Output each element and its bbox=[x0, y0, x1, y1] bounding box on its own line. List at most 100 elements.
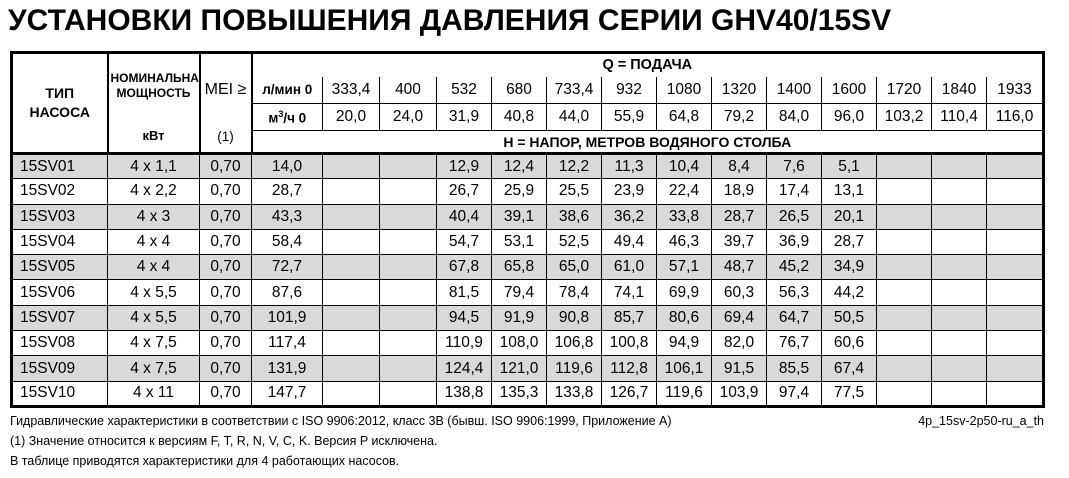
pump-type-cell: 15SV09 bbox=[11, 355, 108, 382]
head-value-cell: 147,7 bbox=[251, 380, 323, 407]
pump-power-cell: 4 x 7,5 bbox=[107, 330, 200, 357]
head-value-cell bbox=[322, 304, 380, 332]
pump-row: 15SV03 4 x 3 0,70 43,3 40,4 39,1 38,6 36,2 33,8 2… bbox=[11, 203, 1045, 230]
head-value-cell: 12,9 bbox=[436, 152, 492, 180]
head-value-cell bbox=[931, 355, 987, 382]
pump-mei-cell: 0,70 bbox=[199, 355, 252, 382]
nominal-power-label: НОМИНАЛЬНАЯ МОЩНОСТЬ bbox=[110, 71, 200, 100]
power-unit-label: кВт bbox=[142, 128, 165, 143]
note-hydraulic: Гидравлические характеристики в соответс… bbox=[10, 413, 672, 428]
pump-type-cell: 15SV01 bbox=[11, 152, 108, 180]
pump-mei-cell: 0,70 bbox=[199, 279, 252, 306]
pump-row: 15SV09 4 x 7,5 0,70 131,9 124,4 121,0 119,6 112… bbox=[11, 355, 1045, 382]
head-value-cell: 34,9 bbox=[821, 254, 877, 281]
head-value-cell: 52,5 bbox=[546, 228, 602, 256]
head-value-cell bbox=[379, 380, 437, 407]
head-value-cell bbox=[322, 178, 380, 205]
head-value-cell: 131,9 bbox=[251, 355, 323, 382]
flow-lmin-header-cell: 333,4 bbox=[322, 76, 380, 104]
head-value-cell: 77,5 bbox=[821, 380, 877, 407]
note-working-pumps: В таблице приводятся характеристики для … bbox=[10, 453, 400, 468]
head-value-cell: 79,4 bbox=[491, 279, 547, 306]
q-flow-header: Q = ПОДАЧА bbox=[250, 52, 1045, 77]
pump-type-cell: 15SV05 bbox=[11, 254, 108, 281]
pump-mei-cell: 0,70 bbox=[199, 203, 252, 230]
pump-row: 15SV05 4 x 4 0,70 72,7 67,8 65,8 65,0 61,0 57,1 4… bbox=[11, 254, 1045, 281]
head-value-cell: 67,4 bbox=[821, 355, 877, 382]
header-row-lmin: л/мин 0 333,4 400 532 680 733,4 932 1080 1320 14… bbox=[12, 76, 1045, 104]
head-value-cell: 78,4 bbox=[546, 279, 602, 306]
head-value-cell: 36,9 bbox=[766, 228, 822, 256]
head-value-cell bbox=[985, 203, 1045, 230]
pump-row: 15SV06 4 x 5,5 0,70 87,6 81,5 79,4 78,4 74,1 69,… bbox=[11, 279, 1045, 306]
pump-mei-cell: 0,70 bbox=[199, 330, 252, 357]
head-value-cell: 36,2 bbox=[601, 203, 657, 230]
pump-type-cell: 15SV06 bbox=[11, 279, 108, 306]
flow-lmin-header-cell: 680 bbox=[491, 76, 547, 104]
head-value-cell bbox=[322, 330, 380, 357]
head-value-cell bbox=[379, 254, 437, 281]
pump-power-cell: 4 x 5,5 bbox=[107, 304, 200, 332]
flow-m3h-header-cell: 20,0 bbox=[322, 103, 380, 131]
head-value-cell: 69,4 bbox=[711, 304, 767, 332]
head-value-cell bbox=[985, 279, 1045, 306]
head-value-cell: 85,5 bbox=[766, 355, 822, 382]
head-value-cell: 22,4 bbox=[656, 178, 712, 205]
head-value-cell: 61,0 bbox=[601, 254, 657, 281]
head-value-cell: 112,8 bbox=[601, 355, 657, 382]
head-value-cell bbox=[985, 178, 1045, 205]
head-value-cell bbox=[322, 228, 380, 256]
head-value-cell: 13,1 bbox=[821, 178, 877, 205]
flow-m3h-header-cell: 44,0 bbox=[546, 103, 602, 131]
head-value-cell: 64,7 bbox=[766, 304, 822, 332]
head-value-cell: 12,2 bbox=[546, 152, 602, 180]
head-value-cell: 117,4 bbox=[251, 330, 323, 357]
head-value-cell: 49,4 bbox=[601, 228, 657, 256]
flow-lmin-header-cell: 1840 bbox=[931, 76, 987, 104]
pump-mei-cell: 0,70 bbox=[199, 380, 252, 407]
head-value-cell: 60,3 bbox=[711, 279, 767, 306]
head-value-cell: 28,7 bbox=[251, 178, 323, 205]
head-value-cell bbox=[985, 228, 1045, 256]
flow-m3h-header-cell: 79,2 bbox=[711, 103, 767, 131]
pump-row: 15SV02 4 x 2,2 0,70 28,7 26,7 25,9 25,5 23,9 22,… bbox=[11, 178, 1045, 205]
pump-mei-cell: 0,70 bbox=[199, 178, 252, 205]
head-value-cell bbox=[985, 355, 1045, 382]
head-value-cell bbox=[931, 203, 987, 230]
head-value-cell: 54,7 bbox=[436, 228, 492, 256]
head-value-cell: 67,8 bbox=[436, 254, 492, 281]
flow-lmin-header-cell: 1080 bbox=[656, 76, 712, 104]
flow-m3h-header-cell: 55,9 bbox=[601, 103, 657, 131]
header-row-q: ТИП НАСОСА НОМИНАЛЬНАЯ МОЩНОСТЬ кВт MEI … bbox=[11, 52, 1045, 155]
head-value-cell bbox=[876, 203, 932, 230]
m3h-suffix: /ч 0 bbox=[283, 110, 307, 126]
footer-notes: Гидравлические характеристики в соответс… bbox=[10, 411, 1044, 471]
head-value-cell bbox=[379, 330, 437, 357]
pump-type-cell: 15SV02 bbox=[11, 178, 108, 205]
head-value-cell: 135,3 bbox=[491, 380, 547, 407]
pump-type-cell: 15SV07 bbox=[11, 304, 108, 332]
pump-row: 15SV04 4 x 4 0,70 58,4 54,7 53,1 52,5 49,4 46,3 3… bbox=[11, 228, 1045, 256]
flow-lmin-header-cell: 733,4 bbox=[546, 76, 602, 104]
head-value-cell: 33,8 bbox=[656, 203, 712, 230]
head-value-cell bbox=[876, 304, 932, 332]
head-value-cell: 25,5 bbox=[546, 178, 602, 205]
page-title: УСТАНОВКИ ПОВЫШЕНИЯ ДАВЛЕНИЯ СЕРИИ GHV40… bbox=[8, 4, 892, 37]
flow-lmin-header-cell: 932 bbox=[601, 76, 657, 104]
head-value-cell: 138,8 bbox=[436, 380, 492, 407]
head-value-cell bbox=[876, 178, 932, 205]
head-value-cell bbox=[322, 279, 380, 306]
head-value-cell bbox=[322, 254, 380, 281]
head-value-cell: 124,4 bbox=[436, 355, 492, 382]
head-value-cell: 91,5 bbox=[711, 355, 767, 382]
head-value-cell bbox=[379, 304, 437, 332]
head-value-cell: 97,4 bbox=[766, 380, 822, 407]
head-value-cell: 18,9 bbox=[711, 178, 767, 205]
pump-type-cell: 15SV10 bbox=[11, 380, 108, 407]
pump-type-header-line1: ТИП bbox=[45, 85, 75, 101]
head-value-cell: 8,4 bbox=[711, 152, 767, 180]
head-value-cell bbox=[876, 254, 932, 281]
head-value-cell: 72,7 bbox=[251, 254, 323, 281]
note-mei-versions: (1) Значение относится к версиям F, T, R… bbox=[10, 433, 438, 448]
head-value-cell: 50,5 bbox=[821, 304, 877, 332]
